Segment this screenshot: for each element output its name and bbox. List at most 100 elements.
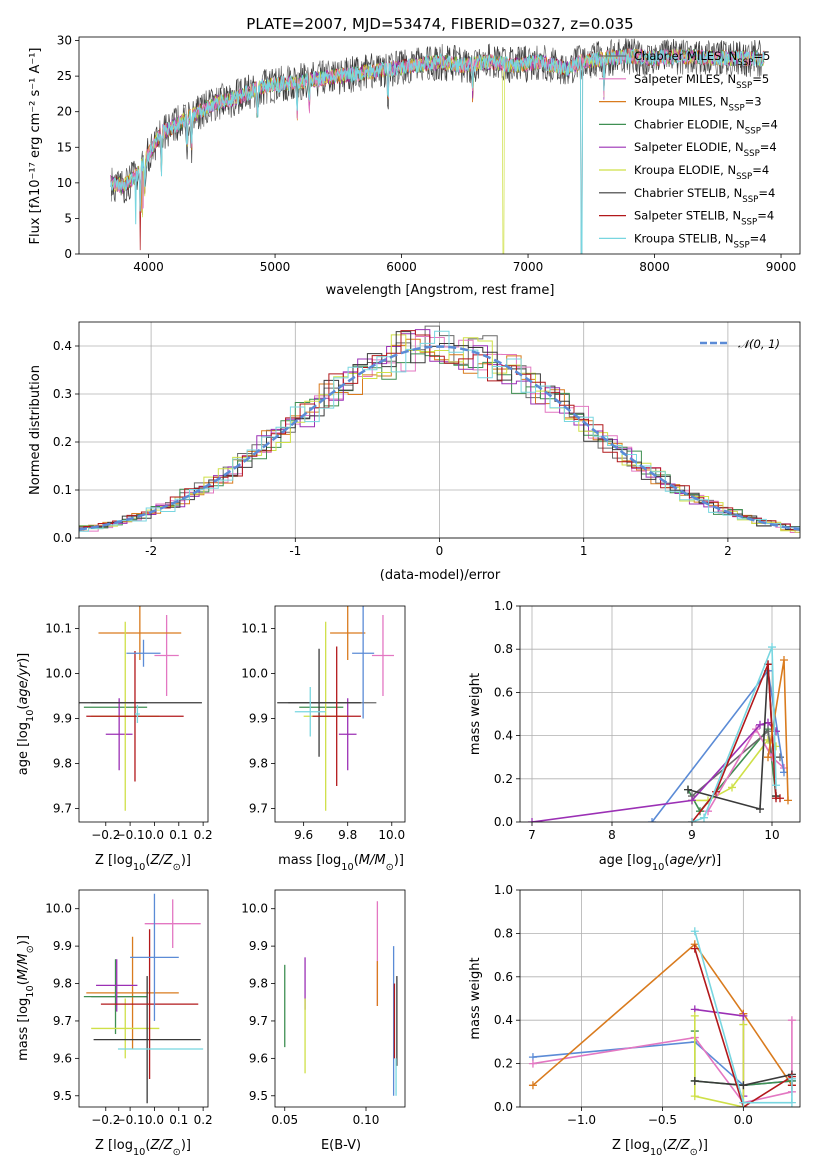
x-axis-label: Z [log10(Z/Z⊙)] [95, 853, 191, 873]
x-tick-label: −0.1 [116, 828, 145, 842]
axes-frame [519, 889, 801, 1108]
weight-line [694, 1015, 745, 1107]
ticks: 0.05 0.10 9.5 9.6 9.7 9.8 9.9 10.0 [241, 902, 379, 1127]
axes-weight-vs-Z: −1.0 −0.5 0.0 0.0 0.2 0.4 0.6 0.8 1.0 [494, 883, 800, 1127]
legend-entry: Salpeter MILES, NSSP=5 [634, 72, 769, 91]
x-tick-label: 9 [688, 828, 696, 842]
y-tick-label: 0.0 [53, 531, 72, 545]
weight-marker [690, 1011, 699, 1020]
mass-vs-Z-plot [83, 893, 204, 1104]
weight-marker [528, 818, 536, 822]
spectrum-plot [110, 38, 765, 254]
y-axis-label: age [log10(age/yr)] [16, 653, 36, 776]
y-tick-label: 9.8 [249, 757, 268, 771]
spectrum-line [110, 48, 765, 254]
x-axis-label: E(B-V) [321, 1138, 361, 1153]
weight-marker [739, 1011, 748, 1020]
axes-residuals: -2 -1 0 1 2 0.0 0.1 0.2 0.3 0.4 [53, 322, 800, 558]
legend-entry: Kroupa MILES, NSSP=3 [634, 95, 762, 114]
legend-entry: Salpeter STELIB, NSSP=4 [634, 209, 774, 228]
x-tick-label: −1.0 [567, 1113, 596, 1127]
y-tick-label: 20 [57, 105, 72, 119]
weight-marker [764, 753, 772, 762]
y-tick-label: 0.4 [494, 1013, 513, 1027]
x-tick-label: 9.8 [338, 828, 357, 842]
weight-marker [688, 818, 696, 822]
y-tick-label: 9.8 [53, 757, 72, 771]
age-vs-mass-plot [277, 606, 394, 811]
y-tick-label: 9.8 [249, 977, 268, 991]
x-tick-label: −0.5 [648, 1113, 677, 1127]
axes-frame [78, 36, 801, 255]
weight-vs-Z-plot [528, 927, 796, 1107]
x-tick-label: 0.10 [353, 1113, 380, 1127]
histogram-series [79, 330, 800, 531]
y-tick-label: 9.6 [249, 1051, 268, 1065]
weight-marker [776, 794, 784, 803]
spectrum-line [110, 38, 763, 204]
weight-marker [756, 805, 764, 814]
weight-marker [776, 753, 784, 762]
y-tick-label: 0.4 [494, 729, 513, 743]
x-tick-label: 2 [724, 544, 732, 558]
weight-marker [764, 727, 772, 736]
x-tick-label: 0.2 [194, 1113, 213, 1127]
weight-marker [784, 796, 792, 805]
x-tick-label: 0.0 [145, 1113, 164, 1127]
histogram-plot [79, 325, 800, 533]
ticks: 4000 5000 6000 7000 8000 9000 0 5 10 15 20 25 30 [57, 34, 797, 274]
y-tick-label: 0.1 [53, 483, 72, 497]
y-tick-label: 25 [57, 69, 72, 83]
y-tick-label: 10 [57, 176, 72, 190]
x-tick-label: 0.1 [169, 1113, 188, 1127]
x-tick-label: 8000 [639, 260, 670, 274]
x-tick-label: -1 [289, 544, 301, 558]
ticks: 9.6 9.8 10.0 9.7 9.8 9.9 10.0 10.1 [241, 622, 405, 843]
x-tick-label: −0.1 [116, 1113, 145, 1127]
y-tick-label: 10.0 [241, 902, 268, 916]
y-tick-label: 9.9 [249, 939, 268, 953]
y-tick-label: 9.5 [249, 1089, 268, 1103]
y-axis-label: Flux [fλ10⁻¹⁷ erg cm⁻² s⁻¹ A⁻¹] [28, 48, 43, 245]
axes-frame [78, 321, 801, 539]
y-tick-label: 0 [64, 247, 72, 261]
weight-marker [690, 1092, 699, 1101]
axes-frame [274, 605, 406, 823]
y-tick-label: 1.0 [494, 883, 513, 897]
weight-marker [700, 813, 708, 822]
legend-entry: Chabrier STELIB, NSSP=4 [634, 186, 775, 205]
mass-vs-EBV-plot [284, 901, 398, 1096]
y-tick-label: 10.0 [45, 902, 72, 916]
axes-age-vs-mass: 9.6 9.8 10.0 9.7 9.8 9.9 10.0 10.1 [241, 622, 405, 843]
normal-curve [79, 345, 800, 531]
weight-vs-age-plot [528, 643, 792, 822]
ticks: −0.2−0.1 0.0 0.1 0.2 9.7 9.8 9.9 10.0 10.1 [45, 622, 212, 843]
weight-marker [648, 818, 656, 822]
y-tick-label: 9.5 [53, 1089, 72, 1103]
spectrum-legend: Chabrier MILES, NSSP=5 Salpeter MILES, NS… [599, 49, 778, 250]
weight-marker [739, 1098, 748, 1107]
y-tick-label: 1.0 [494, 599, 513, 613]
weight-marker [690, 1076, 699, 1085]
y-tick-label: 0.2 [494, 1057, 513, 1071]
weight-line [694, 930, 793, 1104]
y-tick-label: 10.1 [241, 622, 268, 636]
y-tick-label: 0.4 [53, 339, 72, 353]
axes-frame [274, 889, 406, 1108]
axes-age-vs-Z: −0.2−0.1 0.0 0.1 0.2 9.7 9.8 9.9 10.0 10.1 [45, 622, 212, 843]
weight-marker [780, 656, 788, 664]
ticks: −0.2−0.1 0.0 0.1 0.2 9.5 9.6 9.7 9.8 9.9 10.0 [45, 902, 212, 1127]
y-tick-label: 9.9 [249, 712, 268, 726]
legend-entry: Chabrier MILES, NSSP=5 [634, 49, 770, 68]
y-tick-label: 0.2 [494, 772, 513, 786]
y-tick-label: 0.3 [53, 387, 72, 401]
x-tick-label: 7 [528, 828, 536, 842]
axes-mass-vs-EBV: 0.05 0.10 9.5 9.6 9.7 9.8 9.9 10.0 [241, 902, 379, 1127]
x-tick-label: 1 [580, 544, 588, 558]
x-tick-label: 7000 [513, 260, 544, 274]
weight-marker [739, 1081, 748, 1090]
ticks: −1.0 −0.5 0.0 0.0 0.2 0.4 0.6 0.8 1.0 [494, 883, 753, 1127]
y-tick-label: 5 [64, 211, 72, 225]
y-tick-label: 10.0 [241, 667, 268, 681]
